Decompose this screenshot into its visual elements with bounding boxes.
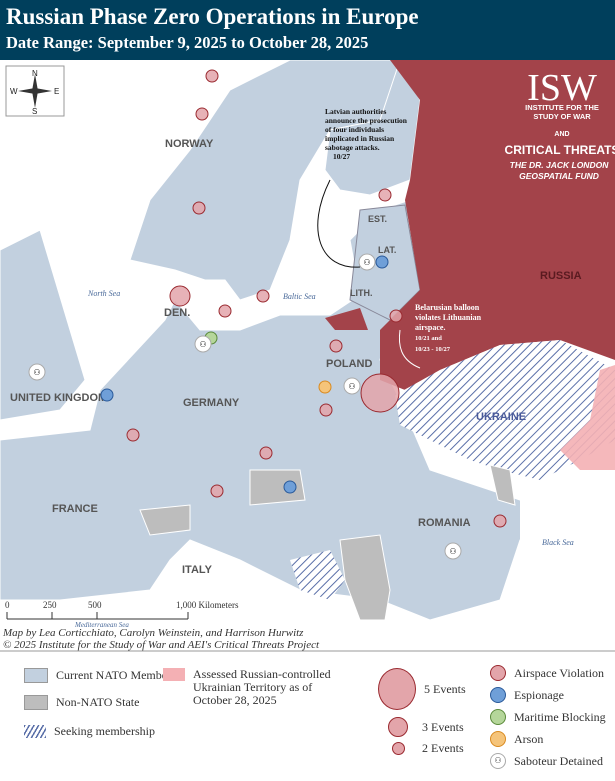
label-russia: RUSSIA	[540, 270, 582, 282]
compass-w: W	[10, 87, 18, 96]
map-header: Russian Phase Zero Operations in Europe …	[0, 0, 615, 60]
black-sea	[520, 480, 615, 570]
legend-maritime: Maritime Blocking	[490, 709, 606, 725]
airspace-event-marker	[360, 373, 400, 413]
airspace-event-marker	[256, 289, 270, 303]
label-est: EST.	[368, 214, 387, 224]
espionage-event-marker	[100, 388, 114, 402]
compass-rose: N S E W	[5, 65, 65, 117]
espionage-event-marker	[283, 480, 297, 494]
handcuffs-icon: ⚇	[348, 382, 355, 391]
handcuffs-icon: ⚇	[199, 340, 206, 349]
label-ukraine: UKRAINE	[476, 411, 526, 423]
label-lith: LITH.	[350, 288, 373, 298]
scale-bar: 0 250 500 1,000 Kilometers	[5, 600, 239, 620]
legend-size-5: 5 Events	[378, 668, 466, 710]
legend-size-3: 3 Events	[388, 717, 464, 737]
label-romania: ROMANIA	[418, 517, 471, 529]
airspace-event-marker	[493, 514, 507, 528]
credit-authors: Map by Lea Corticchiato, Carolyn Weinste…	[3, 627, 304, 639]
label-france: FRANCE	[52, 503, 98, 515]
airspace-event-marker	[259, 446, 273, 460]
legend-airspace: Airspace Violation	[490, 665, 604, 681]
saboteur-event-marker	[343, 377, 361, 395]
label-med-sea: Mediterranean Sea	[74, 621, 129, 629]
legend-espionage: Espionage	[490, 687, 564, 703]
isw-logo-text: ISW	[527, 67, 597, 109]
legend: Current NATO Member Non-NATO State Seeki…	[0, 652, 615, 781]
label-uk: UNITED KINGDOM	[10, 392, 107, 404]
annotation-belarus: Belarusian balloon violates Lithuanian a…	[415, 303, 481, 353]
isw-ct-logo: ISW AND CRITICAL THREATS	[505, 67, 615, 157]
airspace-event-marker	[126, 428, 140, 442]
logo-and: AND	[554, 131, 569, 138]
handcuffs-icon: ⚇	[33, 368, 40, 377]
compass-e: E	[54, 87, 59, 96]
legend-arson: Arson	[490, 731, 543, 747]
saboteur-event-marker	[358, 253, 376, 271]
label-italy: ITALY	[182, 564, 213, 576]
compass-s: S	[32, 107, 37, 116]
label-black-sea: Black Sea	[542, 538, 574, 547]
kaliningrad	[325, 308, 368, 330]
handcuffs-icon: ⚇	[449, 547, 456, 556]
legend-occupied: Assessed Russian-controlled Ukrainian Te…	[163, 668, 343, 707]
russia-region	[380, 60, 615, 390]
airspace-event-marker	[319, 403, 333, 417]
label-north-sea: North Sea	[87, 289, 120, 298]
ukraine-region	[395, 340, 615, 480]
espionage-event-marker	[375, 255, 389, 269]
legend-nato: Current NATO Member	[24, 668, 171, 683]
ct-logo-text: CRITICAL THREATS	[505, 143, 615, 157]
map-subtitle: Date Range: September 9, 2025 to October…	[6, 33, 369, 52]
airspace-event-marker	[389, 309, 403, 323]
event-markers: ⚇ ⚇ ⚇ ⚇ ⚇	[28, 69, 507, 560]
moldova	[489, 464, 516, 506]
label-lat: LAT.	[378, 245, 396, 255]
credit-copyright: © 2025 Institute for the Study of War an…	[3, 639, 320, 651]
switzerland	[139, 504, 191, 536]
saboteur-event-marker	[194, 335, 212, 353]
airspace-event-marker	[218, 304, 232, 318]
airspace-event-marker	[169, 285, 191, 307]
airspace-event-marker	[192, 201, 206, 215]
geospatial-fund: THE DR. JACK LONDON GEOSPATIAL FUND	[510, 160, 609, 181]
handcuffs-icon: ⚇	[490, 753, 506, 769]
austria-swiss-region	[249, 469, 306, 506]
arson-event-marker	[318, 380, 332, 394]
legend-saboteur: ⚇ Saboteur Detained	[490, 753, 603, 769]
label-germany: GERMANY	[183, 397, 240, 409]
map: NORWAY DEN. GERMANY UNITED KINGDOM FRANC…	[0, 60, 615, 652]
uk-land	[0, 229, 86, 421]
saboteur-event-marker	[28, 363, 46, 381]
handcuffs-icon: ⚇	[363, 258, 370, 267]
scale-tick-1000: 1,000 Kilometers	[176, 600, 239, 610]
airspace-event-marker	[210, 484, 224, 498]
scale-tick-500: 500	[88, 600, 102, 610]
label-poland: POLAND	[326, 358, 373, 370]
airspace-event-marker	[195, 107, 209, 121]
occupied-territory	[560, 365, 615, 470]
saboteur-event-marker	[444, 542, 462, 560]
compass-n: N	[32, 69, 38, 78]
isw-subtitle: INSTITUTE FOR THE STUDY OF WAR	[525, 103, 599, 121]
annotation-latvia: Latvian authorities announce the prosecu…	[325, 107, 407, 161]
annotation-arrow-latvia	[317, 179, 361, 268]
annotation-arrow-belarus	[398, 329, 421, 369]
label-baltic-sea: Baltic Sea	[283, 292, 316, 301]
label-den: DEN.	[164, 307, 190, 319]
balkans-seeking	[290, 550, 345, 600]
legend-non-nato: Non-NATO State	[24, 695, 139, 710]
map-title: Russian Phase Zero Operations in Europe	[6, 4, 419, 29]
airspace-event-marker	[205, 69, 219, 83]
airspace-event-marker	[378, 188, 392, 202]
legend-seeking: Seeking membership	[24, 724, 155, 739]
label-norway: NORWAY	[165, 138, 214, 150]
legend-size-2: 2 Events	[392, 741, 464, 756]
airspace-event-marker	[329, 339, 343, 353]
scale-tick-250: 250	[43, 600, 57, 610]
scale-tick-0: 0	[5, 600, 10, 610]
